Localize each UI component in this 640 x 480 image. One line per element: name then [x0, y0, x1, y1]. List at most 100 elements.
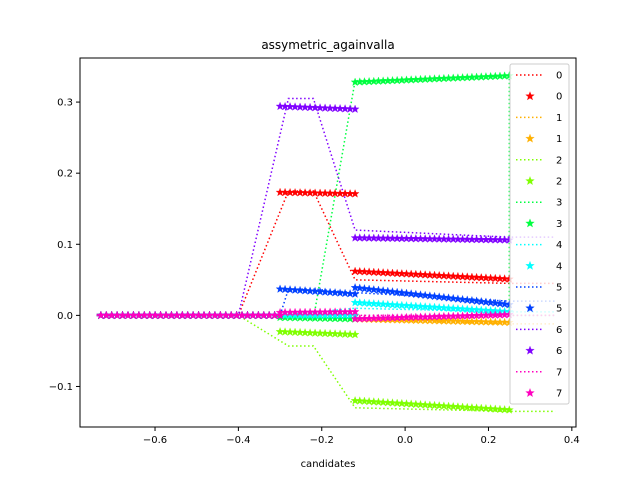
series-0-marker: [434, 270, 444, 280]
legend-marker-swatch: [525, 303, 535, 313]
series-2-marker: [472, 403, 481, 412]
legend-label: 2: [556, 177, 562, 188]
legend-marker-swatch: [525, 218, 535, 228]
series-2-marker: [430, 400, 439, 410]
series-0-marker: [490, 273, 500, 283]
series-5-marker: [430, 291, 439, 301]
series-5-marker: [388, 287, 397, 296]
series-2-marker: [406, 399, 416, 408]
x-tick-label: −0.2: [310, 435, 334, 446]
series-2-marker: [495, 404, 505, 414]
series-2-marker: [444, 401, 453, 411]
series-0-marker: [364, 267, 374, 276]
series-5-marker: [369, 285, 379, 294]
series-4-marker: [374, 299, 383, 308]
series-5-marker: [350, 289, 360, 298]
series-5-marker: [467, 295, 477, 305]
series-5-marker: [500, 299, 510, 308]
series-2-marker: [364, 396, 374, 406]
series-0-marker: [406, 269, 416, 278]
x-axis-label: candidates: [301, 459, 356, 470]
series-5-marker: [486, 298, 496, 307]
series-4-marker: [383, 299, 393, 309]
series-0-marker: [430, 270, 439, 280]
series-0-marker: [462, 272, 472, 281]
y-tick-label: 0.1: [57, 240, 73, 251]
series-2-marker: [434, 401, 444, 410]
series-4-marker: [411, 301, 421, 310]
series-0-marker: [360, 267, 369, 276]
series-6-line: [96, 97, 556, 317]
series-2-marker: [350, 396, 360, 405]
series-4-marker: [397, 300, 407, 310]
series-2-marker: [490, 404, 500, 413]
legend-label: 3: [556, 198, 562, 209]
series-4-marker: [388, 300, 397, 309]
series-4-marker: [444, 303, 453, 312]
series-0-marker: [350, 189, 360, 198]
series-2-marker: [458, 402, 467, 411]
series-2-marker: [392, 398, 402, 407]
series-2-marker: [448, 401, 458, 411]
series-5-marker: [300, 286, 310, 295]
series-5-marker: [275, 284, 285, 293]
y-tick-label: 0.0: [57, 311, 73, 322]
series-5-marker: [340, 288, 350, 298]
series-2-marker: [411, 399, 421, 409]
series-5-marker: [383, 286, 393, 296]
series-0-marker: [420, 270, 430, 279]
series-2-marker: [481, 403, 491, 413]
series-5-marker: [495, 299, 505, 308]
legend-marker-swatch: [525, 133, 535, 143]
series-4-marker: [406, 301, 416, 310]
x-tick-label: −0.6: [143, 435, 167, 446]
chart-title: assymetric_againvalla: [261, 38, 394, 52]
series-0-marker: [369, 267, 379, 276]
series-4-marker: [462, 304, 472, 314]
x-tick-label: −0.4: [226, 435, 250, 446]
series-2-marker: [420, 400, 430, 409]
series-6-marker: [350, 104, 360, 113]
series-5-marker: [416, 290, 425, 299]
series-2-marker: [462, 402, 472, 412]
series-5-marker: [325, 287, 335, 297]
series-5-marker: [420, 290, 430, 300]
series-5-marker: [439, 292, 449, 302]
series-5-marker: [295, 285, 305, 295]
series-0-marker: [486, 273, 496, 282]
series-5-marker: [458, 294, 467, 304]
series-2-marker: [439, 401, 449, 410]
legend-marker-swatch: [525, 260, 535, 270]
series-4-marker: [355, 298, 365, 307]
series-5-marker: [355, 283, 365, 292]
series-5-marker: [335, 288, 345, 297]
plot-frame: [79, 57, 577, 428]
series-5-marker: [280, 284, 290, 294]
legend-marker-swatch: [525, 345, 535, 355]
x-axis: −0.6 −0.4 −0.2 0.0 0.2 0.4: [143, 427, 580, 446]
series-0-marker: [495, 274, 505, 283]
series-5-marker: [406, 289, 416, 298]
series-0-marker: [444, 271, 453, 280]
series-5-marker: [411, 289, 421, 299]
series-0-marker: [500, 274, 510, 283]
series-5-marker: [448, 293, 458, 303]
series-2-marker: [355, 396, 365, 405]
series-4-marker: [439, 303, 449, 312]
series-4-marker: [360, 298, 369, 307]
legend-frame: [509, 63, 570, 405]
legend-label: 2: [556, 155, 562, 166]
series-2-marker: [416, 399, 425, 409]
series-0-marker: [439, 271, 449, 280]
legend: 0 0 1 1 2 2 3 3 4 4 5 5 6 6 7 7: [509, 63, 570, 405]
x-tick-label: 0.2: [481, 435, 497, 446]
series-5-marker: [453, 294, 463, 303]
series-4-marker: [458, 304, 467, 313]
series-0-marker: [355, 266, 365, 276]
series-0-marker: [383, 268, 393, 277]
series-0-marker: [411, 269, 421, 279]
y-tick-label: −0.1: [49, 382, 73, 393]
legend-label: 1: [556, 134, 562, 145]
series-5-marker: [285, 285, 295, 294]
series-0-marker: [397, 269, 407, 278]
